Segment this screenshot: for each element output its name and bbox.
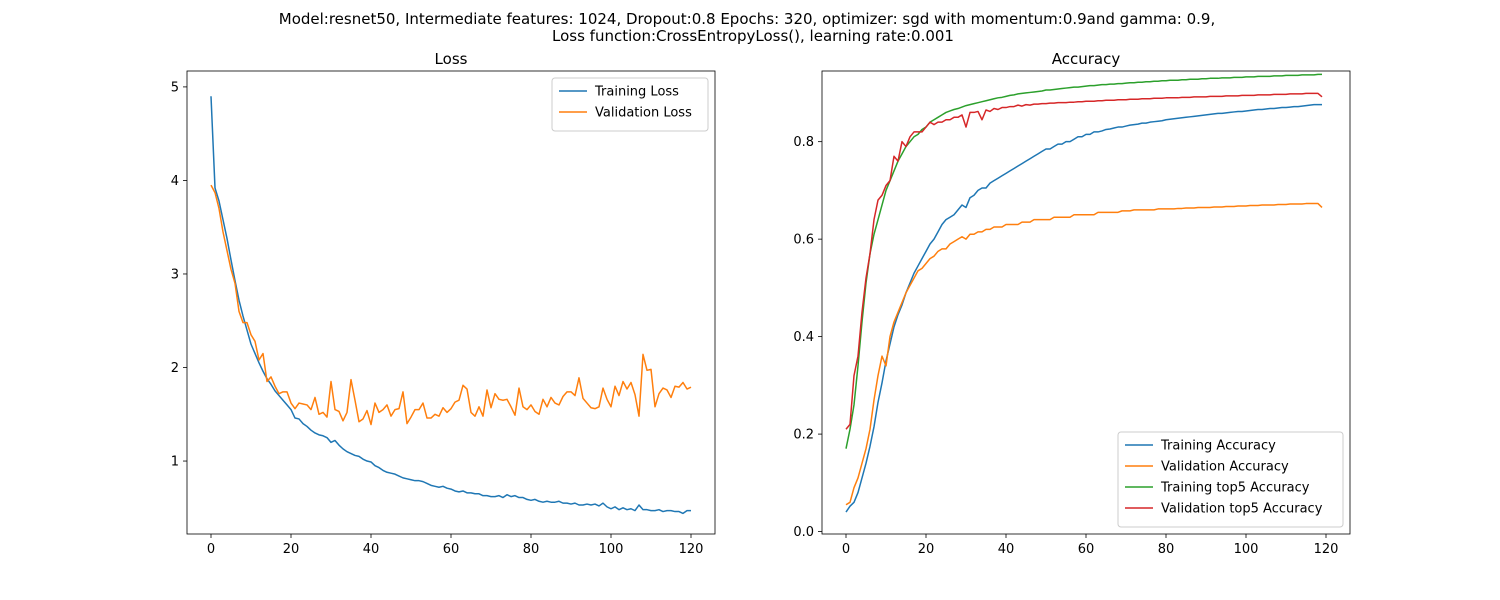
accuracy-xtick-label: 100: [1234, 542, 1259, 557]
accuracy-legend-label: Validation Accuracy: [1161, 460, 1289, 475]
loss-chart: Loss 0 20 40 60 80 100 120 1 2 3 4 5 Training Loss Val…: [171, 50, 716, 557]
loss-series-line-training-loss: [210, 96, 691, 515]
accuracy-xtick-label: 40: [998, 542, 1015, 557]
loss-xtick-label: 20: [283, 542, 300, 557]
accuracy-series-line-training-top5-accuracy: [845, 73, 1322, 449]
accuracy-xtick-label: 60: [1078, 542, 1095, 557]
loss-chart-title: Loss: [435, 50, 468, 68]
accuracy-legend-label: Training Accuracy: [1160, 439, 1276, 454]
loss-xtick-label: 120: [679, 542, 704, 557]
accuracy-series-line-validation-accuracy: [845, 202, 1323, 506]
loss-ytick-label: 4: [171, 174, 179, 189]
loss-ytick-label: 3: [171, 267, 179, 282]
loss-xtick-label: 0: [207, 542, 215, 557]
accuracy-legend: Training Accuracy Validation Accuracy Trai…: [1117, 431, 1344, 528]
accuracy-series-line-validation-top5-accuracy: [845, 92, 1323, 430]
accuracy-ytick-label: 0.8: [793, 135, 814, 150]
accuracy-ytick-label: 0.4: [793, 330, 814, 345]
figure-suptitle-line1: Model:resnet50, Intermediate features: 1…: [279, 10, 1216, 28]
figure-suptitle-line2: Loss function:CrossEntropyLoss(), learni…: [552, 27, 954, 45]
accuracy-chart: Accuracy 0 20 40 60 80 100 120 0.0 0.2 0.4 0.6 0.8 Tr…: [793, 50, 1351, 557]
loss-legend: Training Loss Validation Loss: [551, 77, 709, 132]
loss-ytick-label: 1: [171, 455, 179, 470]
loss-ytick-label: 5: [171, 80, 179, 95]
accuracy-ytick-label: 0.0: [793, 525, 814, 540]
accuracy-xtick-label: 80: [1158, 542, 1175, 557]
accuracy-legend-box: [1117, 431, 1344, 528]
accuracy-legend-label: Validation top5 Accuracy: [1161, 502, 1323, 517]
loss-xtick-label: 80: [523, 542, 540, 557]
accuracy-xtick-label: 120: [1314, 542, 1339, 557]
loss-ytick-label: 2: [171, 361, 179, 376]
loss-legend-label: Training Loss: [594, 85, 679, 100]
accuracy-xtick-label: 0: [842, 542, 850, 557]
loss-xtick-label: 40: [363, 542, 380, 557]
accuracy-xtick-label: 20: [918, 542, 935, 557]
loss-xtick-label: 60: [443, 542, 460, 557]
loss-legend-label: Validation Loss: [595, 106, 692, 121]
accuracy-chart-title: Accuracy: [1052, 50, 1121, 68]
loss-axes-frame: [186, 70, 716, 535]
loss-series-line-validation-loss: [210, 184, 692, 426]
loss-legend-box: [551, 77, 709, 132]
loss-xtick-label: 100: [599, 542, 624, 557]
accuracy-ytick-label: 0.6: [793, 233, 814, 248]
accuracy-series-line-training-accuracy: [845, 103, 1322, 513]
accuracy-ytick-label: 0.2: [793, 428, 814, 443]
accuracy-legend-label: Training top5 Accuracy: [1160, 481, 1310, 496]
